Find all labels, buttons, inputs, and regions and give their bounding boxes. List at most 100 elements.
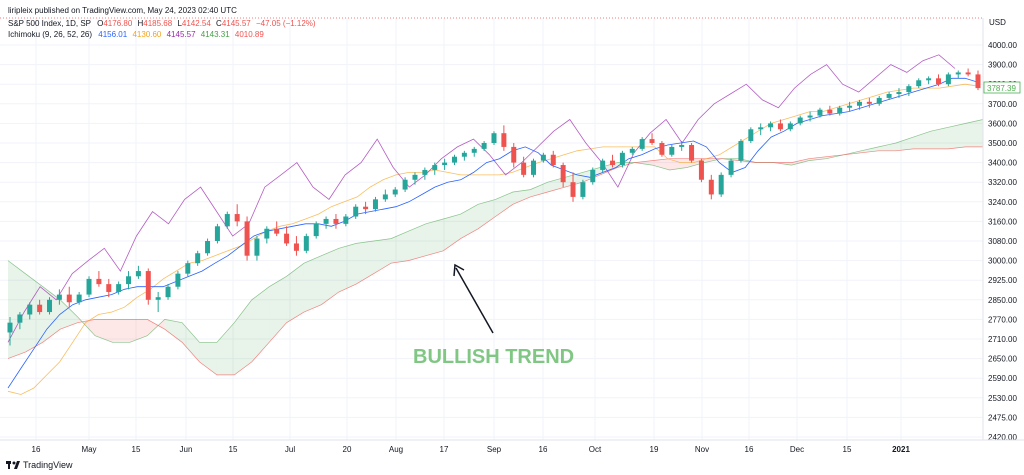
candle-body [935,78,941,85]
ichimoku-span-b-value: 4010.89 [234,30,264,39]
cloud-segment [391,231,409,264]
candle-body [708,179,714,195]
time-tick: Nov [695,445,709,454]
candle-body [214,226,220,241]
candle-body [323,218,329,224]
time-axis[interactable]: 16 May 15 Jun 15 Jul 20 Aug 17 Sep 16 Oct 19 Nov 16 Dec… [32,445,911,454]
price-tick: 2770.00 [988,315,1017,324]
grid [0,18,983,440]
candle-body [916,80,922,87]
candle-body [86,278,92,295]
cloud-segment [512,189,531,205]
price-tick: 3240.00 [988,198,1017,207]
candle-body [303,236,309,251]
lagging-span [7,54,956,343]
candle-body [560,165,566,183]
candle-body [787,123,793,130]
candle-body [155,297,161,300]
candle-body [886,94,892,98]
candle-body [501,133,507,147]
candles[interactable] [7,68,981,346]
currency-label: USD [989,18,1006,27]
ichimoku-conversion-value: 4156.01 [98,30,128,39]
price-tick: 3600.00 [988,119,1017,128]
candle-body [511,146,517,163]
cloud-segment [878,143,896,151]
ichimoku-cloud [8,119,983,375]
candle-body [797,117,803,124]
cloud-segment [269,276,287,343]
price-tick: 2475.00 [988,413,1017,422]
candle-body [254,238,260,256]
candle-body [284,233,290,244]
cloud-segment [303,255,322,313]
candle-body [363,206,369,210]
candle-body [629,148,635,153]
candle-body [471,148,477,153]
time-tick: 15 [843,445,852,454]
time-tick: 2021 [892,445,910,454]
annotation-arrow [453,263,494,334]
cloud-segment [164,319,183,343]
candle-body [550,154,556,166]
cloud-segment [565,172,583,188]
candle-body [422,169,428,175]
price-tick: 3400.00 [988,159,1017,168]
candle-body [175,273,181,287]
candle-body [402,179,408,190]
ichimoku-span-a-value: 4143.31 [200,30,230,39]
candle-body [382,194,388,200]
candle-body [777,123,783,130]
price-tick: 2590.00 [988,374,1017,383]
candle-body [37,304,43,313]
ohlc-high: 4185.68 [143,19,173,28]
candle-body [896,92,902,94]
cloud-segment [95,319,113,343]
candle-body [590,169,596,183]
ichimoku-legend[interactable]: Ichimoku (9, 26, 52, 26) 4156.01 4130.60… [8,30,264,39]
candle-body [610,160,616,166]
price-tick: 3000.00 [988,257,1017,266]
price-tick: 2650.00 [988,355,1017,364]
candle-body [372,199,378,210]
cloud-segment [495,192,513,217]
time-tick: Jun [180,445,193,454]
candle-body [205,241,211,254]
symbol-legend[interactable]: S&P 500 Index, 1D, SP O4176.80 H4185.68 … [8,19,316,28]
ohlc-open: 4176.80 [103,19,133,28]
candle-body [333,218,339,224]
cloud-segment [286,263,304,323]
candle-body [649,139,655,143]
cloud-segment [861,146,879,153]
price-tick: 2850.00 [988,296,1017,305]
candle-body [106,284,112,292]
candle-body [343,216,349,224]
candle-body [748,129,754,142]
tradingview-footer[interactable]: TradingView [6,460,73,470]
cloud-segment [808,156,827,161]
candle-body [698,160,704,180]
candle-body [866,101,872,104]
candle-body [540,154,546,161]
price-tick: 3700.00 [988,100,1017,109]
tradingview-brand: TradingView [23,460,73,470]
candle-body [224,214,230,227]
symbol-name: S&P 500 Index, 1D, SP [8,19,91,28]
candle-body [313,223,319,237]
candle-body [185,263,191,274]
time-tick: 16 [32,445,41,454]
price-axis[interactable]: 4000.003900.003800.003700.003600.003500.… [988,41,1017,442]
cloud-segment [112,319,130,343]
cloud-segment [634,160,653,166]
cloud-segment [8,260,26,359]
price-tick: 3160.00 [988,217,1017,226]
time-tick: Aug [389,445,403,454]
cloud-segment [478,199,496,229]
candle-body [975,74,981,89]
time-tick: Sep [487,445,502,454]
candle-body [955,72,961,75]
time-tick: Jul [285,445,295,454]
price-tick: 2925.00 [988,276,1017,285]
cloud-segment [669,158,688,170]
